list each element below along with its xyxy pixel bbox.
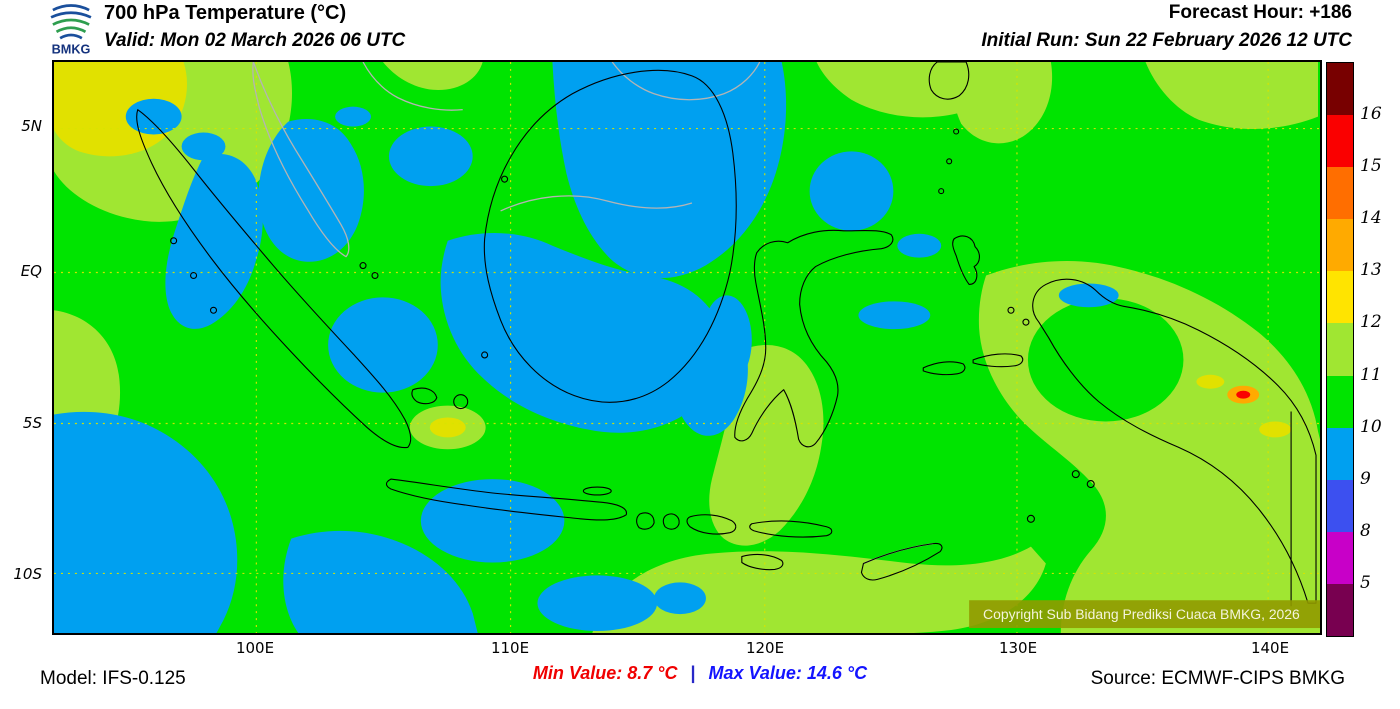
colorbar-label: 15: [1360, 156, 1382, 177]
colorbar-segment: [1327, 427, 1353, 480]
colorbar-label: 10: [1360, 416, 1382, 437]
valid-time: Valid: Mon 02 March 2026 06 UTC: [104, 30, 406, 51]
map-frame: Copyright Sub Bidang Prediksi Cuaca BMKG…: [52, 60, 1322, 635]
lat-label: 10S: [13, 565, 42, 583]
colorbar-segment: [1327, 323, 1353, 376]
grid-lines: [54, 62, 1320, 633]
coastlines: [136, 62, 1317, 607]
colorbar-label: 13: [1360, 260, 1382, 281]
minmax-separator: |: [690, 663, 696, 683]
colorbar-label: 5: [1360, 572, 1371, 593]
map-svg: Copyright Sub Bidang Prediksi Cuaca BMKG…: [54, 62, 1320, 633]
colorbar-segment: [1327, 479, 1353, 532]
colorbar-segment: [1327, 531, 1353, 584]
page-title: 700 hPa Temperature (°C): [104, 2, 347, 24]
colorbar-label: 16: [1360, 104, 1382, 125]
model-label: Model: IFS-0.125: [40, 668, 186, 689]
lat-axis: 5N EQ 5S 10S: [0, 60, 48, 635]
max-value: Max Value: 14.6 °C: [708, 663, 868, 683]
logo-wave-icon: [59, 33, 83, 40]
initial-run: Initial Run: Sun 22 February 2026 12 UTC: [981, 30, 1352, 51]
lat-label: 5S: [22, 414, 42, 432]
colorbar-label: 12: [1360, 312, 1382, 333]
source-label: Source: ECMWF-CIPS BMKG: [1090, 668, 1345, 689]
lon-label: 130E: [998, 639, 1038, 657]
colorbar: [1326, 62, 1354, 637]
minmax-line: Min Value: 8.7 °C | Max Value: 14.6 °C: [0, 663, 1400, 684]
temp-blue-regions: [54, 62, 1119, 633]
forecast-hour: Forecast Hour: +186: [1168, 2, 1352, 23]
min-value: Min Value: 8.7 °C: [532, 663, 678, 683]
lon-label: 100E: [235, 639, 275, 657]
logo-wave-icon: [52, 18, 90, 26]
logo-wave-icon: [55, 26, 87, 34]
logo-wave-icon: [50, 11, 92, 19]
lat-label: EQ: [20, 262, 42, 280]
lon-label: 120E: [745, 639, 785, 657]
bmkg-logo: BMKG: [50, 4, 92, 57]
colorbar-segment: [1327, 115, 1353, 168]
colorbar-label: 8: [1360, 520, 1371, 541]
copyright-overlay: Copyright Sub Bidang Prediksi Cuaca BMKG…: [969, 600, 1320, 629]
colorbar-label: 9: [1360, 468, 1371, 489]
logo-wave-icon: [52, 4, 90, 12]
colorbar-segment: [1327, 167, 1353, 220]
colorbar-segment: [1327, 271, 1353, 324]
colorbar-labels: 16 15 14 13 12 11 10 9 8 5: [1360, 62, 1398, 635]
temp-warm-spot: [1227, 385, 1260, 404]
colorbar-segment: [1327, 583, 1353, 637]
lon-axis: 100E 110E 120E 130E 140E: [52, 639, 1322, 659]
colorbar-segment: [1327, 375, 1353, 428]
colorbar-label: 11: [1360, 364, 1382, 385]
colorbar-segment: [1327, 219, 1353, 272]
logo-label: BMKG: [52, 43, 91, 57]
lat-label: 5N: [21, 117, 42, 135]
lon-label: 140E: [1250, 639, 1290, 657]
colorbar-label: 14: [1360, 208, 1382, 229]
copyright-text: Copyright Sub Bidang Prediksi Cuaca BMKG…: [983, 606, 1300, 622]
colorbar-segment: [1327, 63, 1353, 116]
lon-label: 110E: [490, 639, 530, 657]
